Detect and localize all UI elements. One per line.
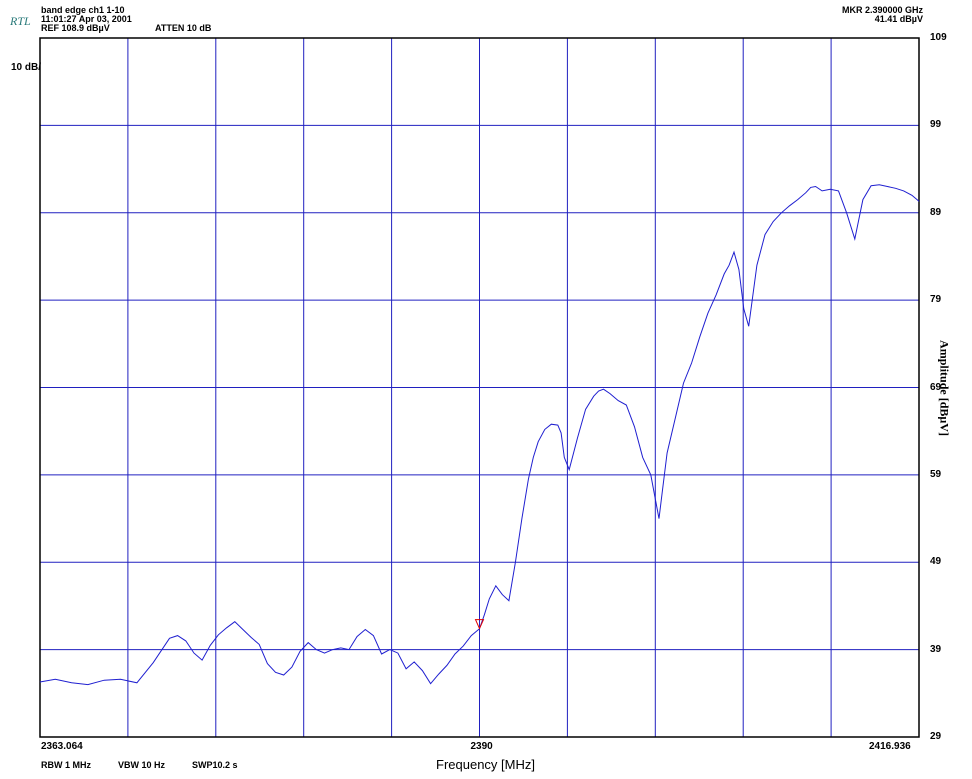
- plot-frame: [39, 37, 920, 738]
- x-tick-label: 2416.936: [869, 741, 911, 752]
- series-line: [39, 184, 920, 686]
- y-tick-label: 89: [930, 206, 942, 218]
- x-axis-label: Frequency [MHz]: [436, 757, 535, 772]
- scale-per-division: 10 dB/: [11, 62, 42, 73]
- reference-level: REF 108.9 dBµV: [41, 23, 110, 33]
- y-tick-label: 79: [930, 294, 942, 306]
- vbw-label: VBW 10 Hz: [118, 760, 166, 770]
- brand-logo: RTL: [10, 14, 31, 28]
- plot-grid: [40, 38, 919, 737]
- y-tick-label: 59: [930, 468, 942, 480]
- timestamp: 11:01:27 Apr 03, 2001: [41, 14, 132, 24]
- trace-title: band edge ch1 1-10: [41, 5, 125, 15]
- marker-frequency: MKR 2.390000 GHz: [841, 5, 923, 15]
- y-tick-label: 69: [930, 381, 942, 393]
- marker-triangle[interactable]: [474, 619, 485, 630]
- x-tick-label: 2390: [470, 741, 493, 752]
- y-tick-label: 109: [930, 32, 947, 43]
- sweep-label: SWP10.2 s: [192, 760, 238, 770]
- marker-amplitude: 41.41 dBµV: [874, 14, 923, 24]
- y-tick-label: 39: [930, 643, 942, 655]
- attenuation: ATTEN 10 dB: [155, 23, 212, 33]
- y-axis-label: Amplitude [dBµV]: [937, 340, 952, 436]
- y-tick-label: 99: [930, 119, 942, 131]
- y-tick-label: 49: [930, 556, 942, 568]
- rbw-label: RBW 1 MHz: [41, 760, 91, 770]
- y-tick-label: 29: [930, 731, 942, 742]
- x-tick-label: 2363.064: [41, 741, 83, 752]
